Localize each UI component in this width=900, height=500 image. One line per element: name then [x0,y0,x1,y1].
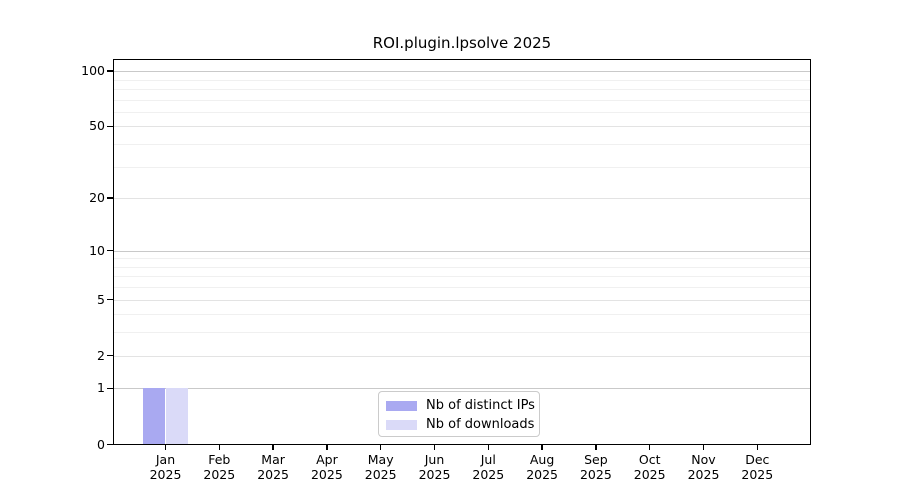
xtick-label-jun: Jun 2025 [405,452,465,482]
xtick-year-apr: 2025 [310,466,343,482]
gridline-y-90 [114,79,811,81]
xtick-label-jan: Jan 2025 [136,452,196,482]
xtick-year-jul: 2025 [472,466,505,482]
xtick-year-jan: 2025 [149,466,182,482]
ytick-label-10: 10 [89,242,105,258]
xtick-month-aug: Aug [529,451,555,467]
xtick-label-feb: Feb 2025 [189,452,249,482]
bar-distinct-ips-jan [143,388,166,445]
xtick-mark-nov [702,444,705,450]
gridline-y-8 [114,266,811,268]
xtick-mark-feb [218,444,220,450]
xtick-month-feb: Feb [208,451,231,467]
xtick-month-mar: Mar [261,451,285,467]
ytick-mark-1 [107,387,114,390]
xtick-label-sep: Sep 2025 [566,452,626,482]
xtick-mark-jul [487,444,489,450]
xtick-label-aug: Aug 2025 [512,452,572,482]
ytick-label-2: 2 [97,347,105,363]
xtick-year-jun: 2025 [418,466,451,482]
xtick-mark-mar [272,444,274,450]
bar-layer [114,60,811,445]
xtick-year-feb: 2025 [203,466,236,482]
xtick-label-apr: Apr 2025 [297,452,357,482]
ytick-mark-2 [107,354,114,357]
xtick-year-oct: 2025 [633,466,666,482]
gridline-y-40 [114,144,811,146]
gridline-y-70 [114,99,811,101]
xtick-year-dec: 2025 [741,466,774,482]
xtick-year-nov: 2025 [687,466,720,482]
xtick-month-dec: Dec [745,451,770,467]
ytick-label-0: 0 [97,436,105,452]
xtick-label-jul: Jul 2025 [458,452,518,482]
xtick-year-aug: 2025 [526,466,558,482]
ytick-label-100: 100 [81,63,105,79]
legend-label-distinct-ips: Nb of distinct IPs [426,398,535,413]
xtick-month-apr: Apr [316,451,338,467]
gridline-y-7 [114,276,811,278]
ytick-mark-0 [107,443,114,446]
ytick-mark-5 [107,298,114,301]
xtick-label-may: May 2025 [351,452,411,482]
ytick-mark-100 [107,70,114,72]
xtick-year-may: 2025 [364,466,397,482]
bar-downloads-jan [165,388,188,445]
gridline-y-30 [114,166,811,168]
xtick-month-nov: Nov [691,451,716,467]
xtick-mark-apr [326,444,328,450]
gridline-y-3 [114,332,811,334]
gridline-y-50 [114,126,811,128]
ytick-label-5: 5 [97,291,105,307]
xtick-month-may: May [367,451,394,467]
xtick-month-jul: Jul [480,451,496,467]
grid-layer [114,60,811,445]
xtick-label-mar: Mar 2025 [243,452,303,482]
xtick-month-oct: Oct [638,451,661,467]
gridline-y-4 [114,314,811,316]
legend-swatch-downloads [386,419,417,430]
gridline-y-60 [114,111,811,113]
xtick-month-sep: Sep [584,451,608,467]
xtick-year-mar: 2025 [257,466,289,482]
xtick-year-sep: 2025 [579,466,612,482]
xtick-mark-jan [164,444,167,450]
xtick-mark-oct [649,444,651,450]
xtick-label-dec: Dec 2025 [727,452,787,482]
ytick-mark-10 [107,249,114,252]
gridline-y-10 [114,250,811,252]
xtick-month-jan: Jan [155,451,176,467]
xtick-month-jun: Jun [424,451,445,467]
chart-title: ROI.plugin.lpsolve 2025 [372,34,552,52]
xtick-mark-aug [541,444,543,450]
legend: Nb of distinct IPs Nb of downloads [378,390,540,437]
gridline-y-5 [114,299,811,301]
ytick-label-50: 50 [89,118,105,134]
ytick-label-1: 1 [97,380,105,396]
ytick-mark-20 [107,197,114,199]
xtick-mark-may [380,444,382,450]
gridline-y-100 [114,71,811,73]
gridline-y-1 [114,388,811,390]
xtick-mark-jun [433,444,436,450]
gridline-y-80 [114,88,811,90]
legend-label-downloads: Nb of downloads [426,417,535,432]
gridline-y-9 [114,258,811,260]
legend-item-distinct-ips: Nb of distinct IPs [386,398,539,414]
xtick-mark-sep [595,444,597,450]
gridline-y-20 [114,198,811,200]
xtick-label-oct: Oct 2025 [620,452,680,482]
xtick-label-nov: Nov 2025 [674,452,734,482]
ytick-mark-50 [107,125,114,128]
ytick-label-20: 20 [89,190,105,206]
gridline-y-6 [114,287,811,289]
xtick-mark-dec [756,444,758,450]
legend-item-downloads: Nb of downloads [386,417,539,433]
legend-swatch-distinct-ips [386,400,417,411]
gridline-y-2 [114,355,811,357]
